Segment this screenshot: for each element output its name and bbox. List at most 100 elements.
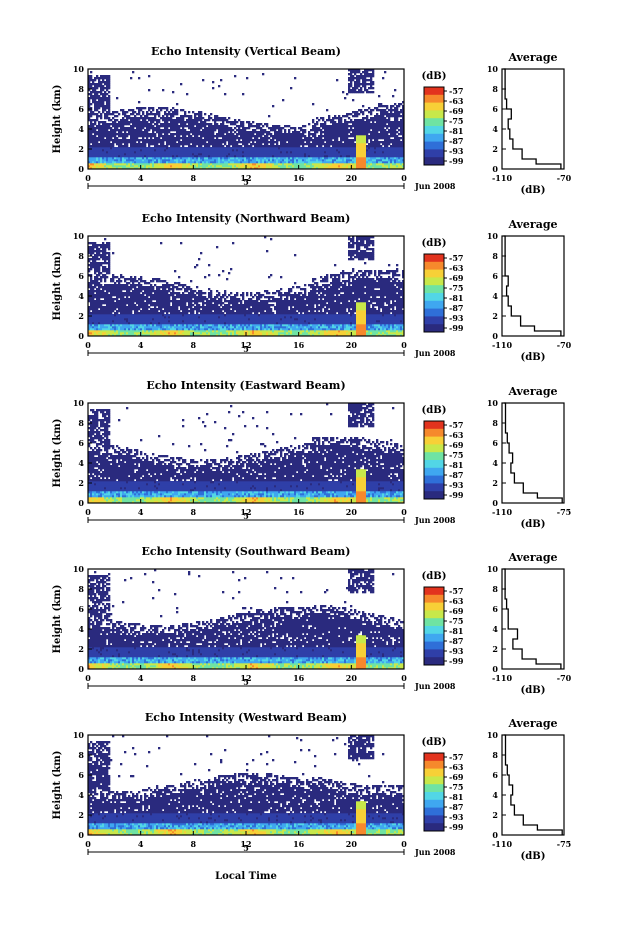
profile-x-tick-label: -75	[557, 839, 571, 849]
x-tick-label: 16	[293, 673, 305, 683]
x-tick-label: 0	[85, 673, 91, 683]
colorbar-tick-label: -69	[449, 606, 464, 616]
colorbar-swatch	[424, 421, 444, 429]
colorbar-swatch	[424, 753, 444, 761]
x-tick-label: 4	[138, 673, 144, 683]
y-tick-label: 4	[78, 291, 84, 301]
colorbar-swatch	[424, 649, 444, 657]
colorbar-tick-label: -87	[449, 136, 463, 146]
colorbar-swatch	[424, 761, 444, 769]
panel-4: Echo Intensity (Westward Beam)0246810Hei…	[52, 711, 571, 862]
colorbar-swatch	[424, 437, 444, 445]
y-tick-label: 4	[78, 124, 84, 134]
colorbar-tick-label: -99	[449, 156, 464, 166]
colorbar-tick-label: -81	[449, 126, 463, 136]
panel-2: Echo Intensity (Eastward Beam)0246810Hei…	[52, 379, 571, 530]
profile-line	[504, 735, 562, 835]
colorbar-swatch	[424, 468, 444, 476]
colorbar-tick-label: -57	[449, 253, 463, 263]
colorbar: (dB)-57-63-69-75-81-87-93-99	[422, 571, 464, 666]
colorbar-swatch	[424, 309, 444, 317]
y-tick-label: 10	[73, 398, 85, 408]
x-tick-label: 16	[293, 507, 305, 517]
colorbar: (dB)-57-63-69-75-81-87-93-99	[422, 238, 464, 333]
y-tick-label: 8	[78, 84, 84, 94]
profile-x-label: (dB)	[521, 851, 546, 862]
day-label: 5	[243, 177, 249, 187]
x-tick-label: 0	[401, 673, 407, 683]
profile-x-label: (dB)	[521, 185, 546, 196]
y-axis-label: Height (km)	[52, 85, 63, 154]
y-tick-label: 2	[78, 478, 84, 488]
colorbar-tick-label: -57	[449, 420, 463, 430]
y-tick-label: 0	[78, 331, 84, 341]
profile-x-tick-label: -110	[492, 673, 512, 683]
x-tick-label: 8	[191, 173, 197, 183]
profile-y-tick-label: 8	[492, 251, 498, 261]
x-tick-label: 4	[138, 173, 144, 183]
profile-x-tick-label: -110	[492, 839, 512, 849]
x-tick-label: 4	[138, 340, 144, 350]
colorbar-swatch	[424, 444, 444, 452]
profile-x-tick-label: -110	[492, 507, 512, 517]
date-label: Jun 2008	[414, 847, 456, 857]
y-tick-label: 2	[78, 644, 84, 654]
x-tick-label: 0	[401, 839, 407, 849]
panel-title: Echo Intensity (Westward Beam)	[145, 711, 347, 724]
colorbar-swatch	[424, 95, 444, 103]
colorbar-unit: (dB)	[422, 238, 447, 249]
y-tick-label: 8	[78, 750, 84, 760]
date-label: Jun 2008	[414, 515, 456, 525]
colorbar-tick-label: -57	[449, 586, 463, 596]
x-tick-label: 16	[293, 173, 305, 183]
colorbar-tick-label: -99	[449, 490, 464, 500]
colorbar-swatch	[424, 301, 444, 309]
y-tick-label: 10	[73, 564, 85, 574]
echo-intensity-figure: Echo Intensity (Vertical Beam) 0 2 4 6 8 10 Hei…	[0, 0, 618, 929]
profile-y-tick-label: 2	[492, 478, 498, 488]
profile-y-tick-label: 2	[492, 144, 498, 154]
y-tick-label: 2	[78, 810, 84, 820]
colorbar-swatch	[424, 815, 444, 823]
x-tick-label: 20	[346, 507, 358, 517]
colorbar-swatch	[424, 452, 444, 460]
colorbar-swatch	[424, 587, 444, 595]
profile-title: Average	[507, 51, 557, 64]
day-label: 5	[243, 511, 249, 521]
profile-title: Average	[507, 385, 557, 398]
panel-0: Echo Intensity (Vertical Beam)0246810Hei…	[52, 45, 572, 196]
y-axis-label: Height (km)	[52, 419, 63, 488]
panel-title: Echo Intensity (Southward Beam)	[142, 545, 351, 558]
panel-title: Echo Intensity (Northward Beam)	[142, 212, 351, 225]
y-tick-label: 0	[78, 830, 84, 840]
profile-y-tick-label: 6	[492, 271, 498, 281]
profile-y-tick-label: 10	[487, 231, 499, 241]
profile-y-tick-label: 6	[492, 104, 498, 114]
profile-x-tick-label: -70	[557, 673, 572, 683]
colorbar-swatch	[424, 254, 444, 262]
profile-y-tick-label: 4	[492, 291, 498, 301]
colorbar-tick-label: -81	[449, 460, 463, 470]
colorbar-tick-label: -93	[449, 146, 464, 156]
day-label: 5	[243, 677, 249, 687]
y-tick-label: 4	[78, 624, 84, 634]
colorbar-tick-label: -69	[449, 772, 464, 782]
y-tick-label: 4	[78, 790, 84, 800]
x-tick-label: 20	[346, 173, 358, 183]
colorbar-tick-label: -75	[449, 782, 463, 792]
panel-title: Echo Intensity (Vertical Beam)	[151, 45, 341, 58]
colorbar-tick-label: -63	[449, 596, 464, 606]
colorbar-tick-label: -87	[449, 802, 463, 812]
colorbar-unit: (dB)	[422, 737, 447, 748]
profile-line	[504, 403, 562, 503]
profile-title: Average	[507, 218, 557, 231]
y-axis-label: Height (km)	[52, 252, 63, 321]
profile-y-tick-label: 8	[492, 750, 498, 760]
profile-frame	[502, 569, 564, 669]
heatmap	[88, 569, 404, 669]
x-tick-label: 20	[346, 673, 358, 683]
profile-y-tick-label: 4	[492, 458, 498, 468]
colorbar-swatch	[424, 293, 444, 301]
